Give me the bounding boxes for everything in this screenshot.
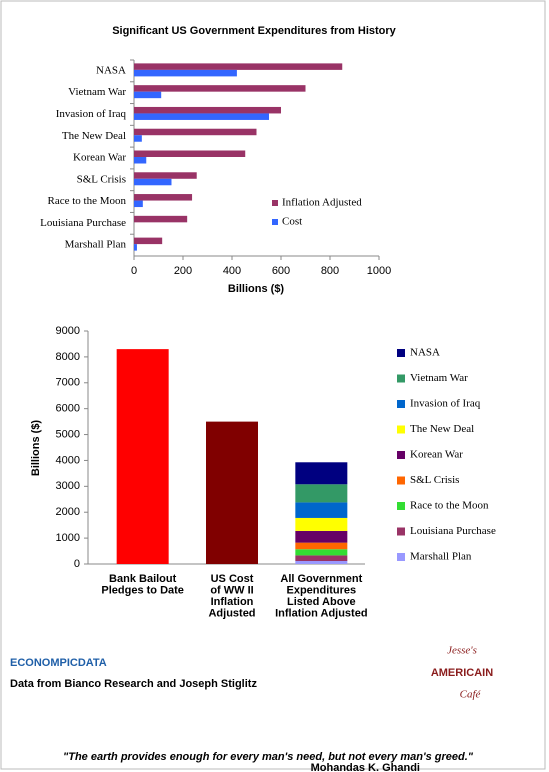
y-tick-label: 2000 (56, 506, 80, 518)
logo-right-line: Café (460, 689, 482, 701)
legend-swatch (397, 400, 405, 408)
legend-label: Marshall Plan (410, 551, 472, 563)
y-tick-label: 8000 (56, 351, 80, 363)
y-tick-label: 9000 (56, 325, 80, 337)
x-tick-label: of WW II (210, 584, 253, 596)
legend-swatch (397, 502, 405, 510)
bar (134, 106, 281, 114)
y-tick-label: 5000 (56, 428, 80, 440)
bar (206, 421, 258, 564)
bar (134, 150, 246, 157)
legend-swatch (397, 425, 405, 434)
x-tick-label: Expenditures (286, 584, 356, 596)
x-tick-label: 1000 (367, 265, 391, 277)
bar (134, 157, 147, 164)
x-tick-label: Inflation Adjusted (275, 607, 367, 619)
bar (134, 178, 172, 186)
y-tick-label: Louisiana Purchase (40, 217, 126, 229)
bar-segment (295, 530, 348, 543)
bar-segment (295, 542, 348, 550)
bar (134, 237, 163, 245)
bar-segment (295, 561, 348, 564)
x-tick-label: 0 (131, 265, 137, 277)
legend-label: Cost (282, 216, 302, 228)
legend-swatch (272, 219, 278, 225)
y-tick-label: 4000 (56, 454, 80, 466)
bar-segment (295, 502, 348, 518)
legend-label: NASA (410, 347, 440, 359)
y-tick-label: Race to the Moon (47, 195, 126, 207)
bar-segment (295, 549, 348, 556)
legend-label: The New Deal (410, 423, 474, 435)
bar-segment (295, 555, 348, 562)
quote: "The earth provides enough for every man… (63, 751, 474, 763)
bar (134, 69, 237, 77)
x-axis-label: Billions ($) (228, 283, 285, 295)
x-tick-label: 200 (174, 265, 192, 277)
bar (134, 172, 197, 179)
quote-author: Mohandas K. Ghandi (311, 762, 420, 772)
bar (134, 194, 193, 201)
y-tick-label: 1000 (56, 532, 80, 544)
y-tick-label: 0 (74, 558, 80, 570)
bar (134, 128, 257, 136)
y-axis-label: Billions ($) (30, 420, 42, 477)
x-tick-label: Bank Bailout (109, 573, 177, 585)
bar (134, 113, 269, 120)
legend-swatch (397, 553, 405, 561)
y-tick-label: 7000 (56, 377, 80, 389)
bar (134, 215, 188, 223)
legend-label: Louisiana Purchase (410, 525, 496, 537)
logo-right-line: Jesse's (447, 645, 477, 657)
logo-right-line: AMERICAIN (431, 667, 493, 679)
y-tick-label: 3000 (56, 480, 80, 492)
legend-swatch (397, 476, 405, 485)
x-tick-label: 600 (272, 265, 290, 277)
y-tick-label: S&L Crisis (77, 173, 126, 185)
legend-swatch (272, 200, 278, 206)
bar-segment (295, 484, 348, 503)
bar (134, 244, 137, 251)
bar (134, 200, 143, 208)
legend-swatch (397, 451, 405, 459)
legend-swatch (397, 527, 405, 536)
x-tick-label: Listed Above (287, 596, 356, 608)
x-tick-label: Adjusted (208, 607, 255, 619)
y-tick-label: The New Deal (62, 130, 126, 142)
x-tick-label: Pledges to Date (101, 584, 184, 596)
bar-segment (295, 462, 348, 485)
legend-label: Vietnam War (410, 372, 468, 384)
legend-label: S&L Crisis (410, 474, 459, 486)
y-tick-label: NASA (96, 64, 126, 76)
chart-title: Significant US Government Expenditures f… (112, 25, 396, 37)
bar-segment (295, 517, 348, 531)
bar (134, 63, 343, 70)
x-tick-label: Inflation (211, 596, 254, 608)
x-tick-label: US Cost (211, 573, 254, 585)
y-tick-label: 6000 (56, 403, 80, 415)
x-tick-label: 800 (321, 265, 339, 277)
x-tick-label: All Government (280, 573, 362, 585)
y-tick-label: Marshall Plan (65, 239, 127, 251)
logo-left: ECONOMPICDATA (10, 657, 107, 669)
legend-label: Race to the Moon (410, 500, 489, 512)
y-tick-label: Korean War (73, 152, 126, 164)
bar (134, 135, 142, 142)
legend-label: Inflation Adjusted (282, 197, 362, 209)
bar (134, 91, 162, 99)
x-tick-label: 400 (223, 265, 241, 277)
bar (134, 85, 306, 92)
legend-label: Korean War (410, 449, 463, 461)
legend-swatch (397, 349, 405, 357)
legend-label: Invasion of Iraq (410, 398, 481, 410)
source: Data from Bianco Research and Joseph Sti… (10, 678, 257, 690)
y-tick-label: Invasion of Iraq (56, 108, 127, 120)
bar (116, 349, 169, 564)
legend-swatch (397, 374, 405, 383)
y-tick-label: Vietnam War (68, 86, 126, 98)
